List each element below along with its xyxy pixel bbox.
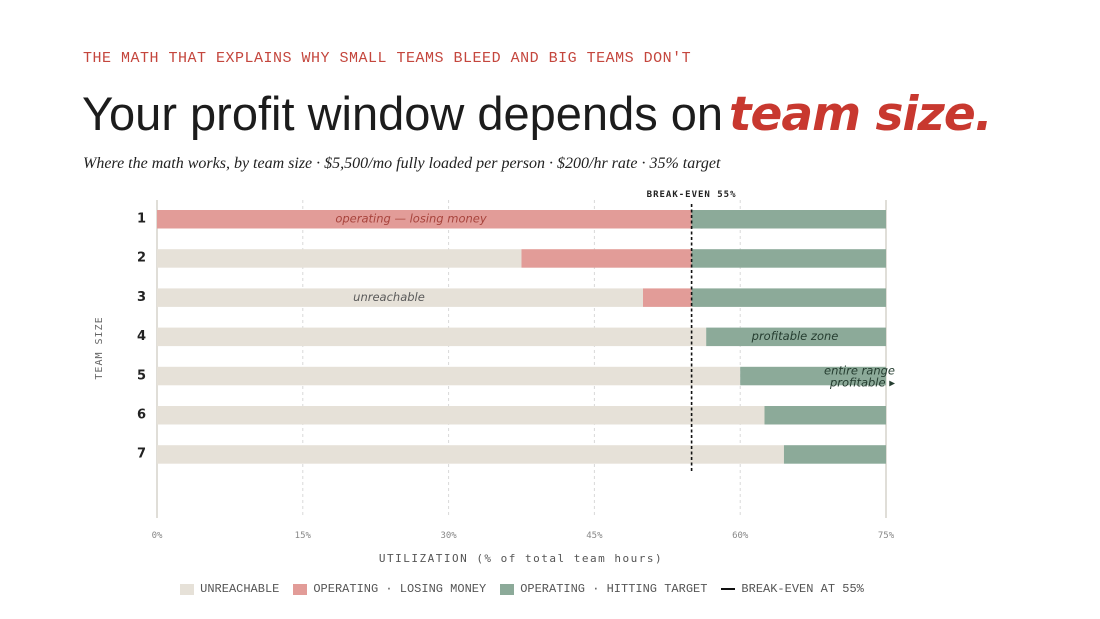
- x-tick-labels: 0% 15% 30% 45% 60% 75%: [152, 531, 895, 541]
- bar-target: [691, 249, 886, 268]
- annotation-label: unreachable: [353, 290, 425, 304]
- legend-swatch-target: [500, 583, 515, 595]
- bar-losing: [157, 210, 692, 229]
- grid-layer: [156, 200, 887, 518]
- bar-unreachable: [157, 366, 741, 386]
- legend-label-unreachable: UNREACHABLE: [200, 582, 280, 596]
- annotation-label-line2: profitable ▸: [829, 375, 895, 389]
- bar-target: [740, 366, 886, 386]
- eyebrow-text: THE MATH THAT EXPLAINS WHY SMALL TEAMS B…: [83, 50, 692, 67]
- category-label: 6: [137, 408, 146, 423]
- bar-losing: [643, 288, 692, 307]
- legend-item-target: OPERATING · HITTING TARGET: [500, 582, 707, 596]
- legend: UNREACHABLE OPERATING · LOSING MONEY OPE…: [0, 582, 1044, 596]
- x-tick-label: 60%: [732, 531, 749, 541]
- bar-unreachable: [157, 288, 643, 307]
- legend-item-unreachable: UNREACHABLE: [180, 582, 279, 596]
- legend-label-target: OPERATING · HITTING TARGET: [520, 582, 708, 596]
- bar-target: [764, 406, 886, 425]
- bar-target: [691, 288, 886, 307]
- legend-item-losing: OPERATING · LOSING MONEY: [293, 582, 486, 596]
- x-tick-label: 75%: [878, 531, 895, 541]
- annotation-label: entire range: [824, 363, 895, 377]
- annotation-label: operating — losing money: [335, 212, 487, 226]
- y-axis-title: TEAM SIZE: [94, 316, 105, 379]
- legend-swatch-breakeven: [721, 588, 736, 590]
- bar-unreachable: [157, 249, 522, 268]
- annotations: operating — losing money unreachable profi…: [335, 212, 895, 390]
- title-accent: team size.: [729, 87, 993, 142]
- bar-target: [783, 445, 886, 464]
- bar-target: [691, 210, 886, 229]
- page-title: Your profit window depends on team size.: [82, 86, 993, 143]
- legend-label-breakeven: BREAK-EVEN AT 55%: [741, 582, 864, 596]
- category-labels: 1 2 3 4 5 6 7: [137, 212, 146, 462]
- x-tick-label: 15%: [295, 531, 312, 541]
- legend-item-breakeven: BREAK-EVEN AT 55%: [721, 582, 864, 596]
- category-label: 4: [137, 329, 146, 344]
- category-label: 3: [137, 290, 146, 305]
- breakeven-label: BREAK-EVEN 55%: [647, 190, 737, 200]
- x-axis-title: UTILIZATION (% of total team hours): [379, 552, 663, 565]
- x-tick-label: 0%: [152, 531, 163, 541]
- legend-swatch-losing: [293, 583, 308, 595]
- bars-layer: [157, 210, 886, 464]
- bar-unreachable: [157, 406, 765, 425]
- chart-subtitle: Where the math works, by team size · $5,…: [83, 155, 721, 172]
- annotation-label: profitable zone: [751, 329, 839, 343]
- category-label: 1: [137, 212, 146, 227]
- bar-target: [706, 327, 886, 347]
- x-tick-label: 30%: [440, 531, 457, 541]
- x-tick-label: 45%: [586, 531, 603, 541]
- bar-unreachable: [157, 445, 784, 464]
- legend-label-losing: OPERATING · LOSING MONEY: [313, 582, 487, 596]
- category-label: 7: [137, 447, 146, 462]
- legend-swatch-unreachable: [180, 583, 195, 595]
- category-label: 5: [137, 368, 146, 383]
- title-main: Your profit window depends on: [82, 87, 724, 140]
- bar-losing: [521, 249, 692, 268]
- bar-unreachable: [157, 327, 707, 347]
- category-label: 2: [137, 251, 146, 266]
